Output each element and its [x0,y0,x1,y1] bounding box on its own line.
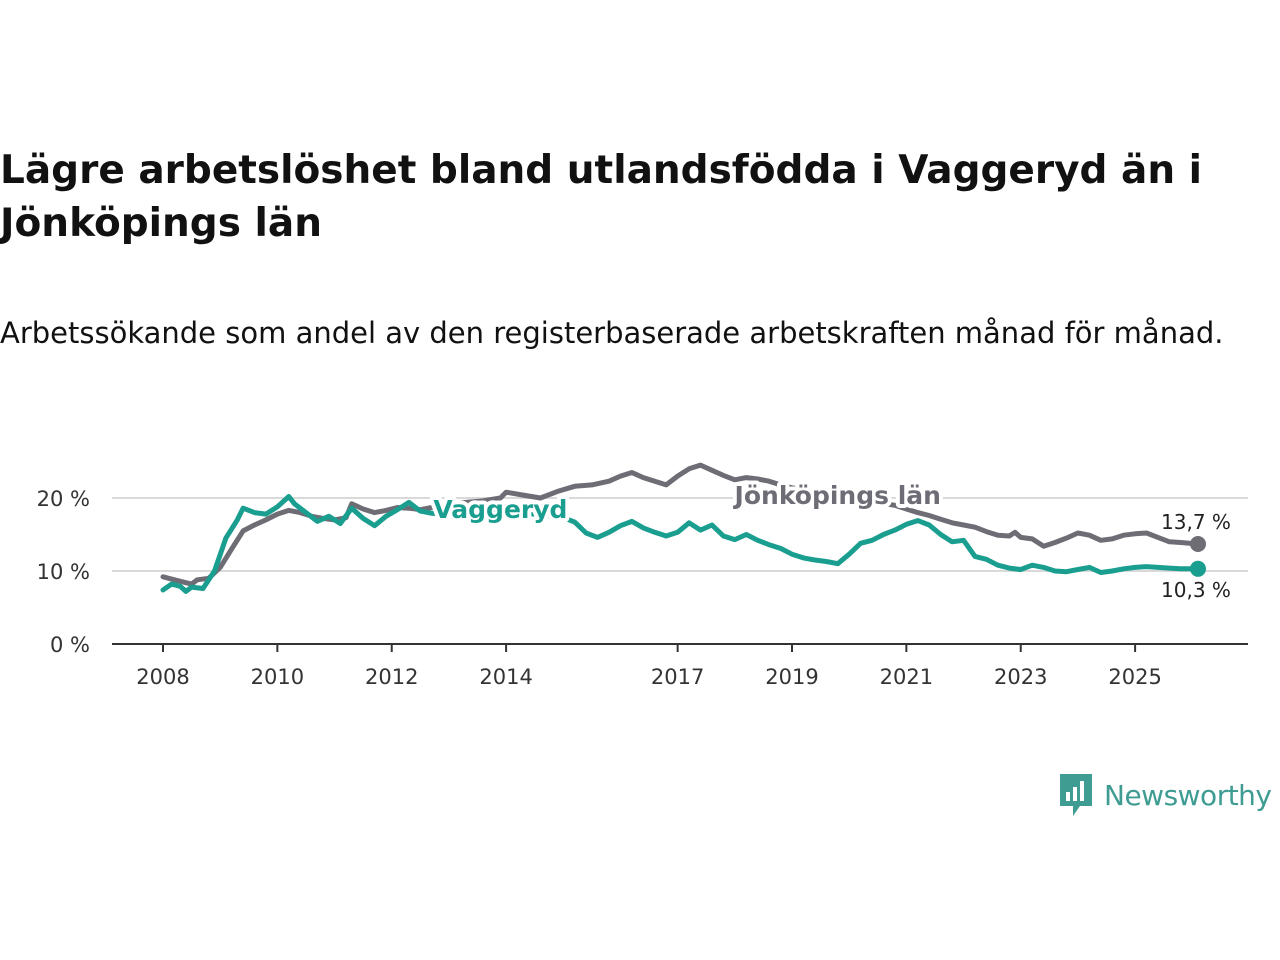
x-tick-label: 2017 [651,665,704,689]
x-tick-label: 2010 [251,665,304,689]
brand-name: Newsworthy [1104,778,1272,812]
newsworthy-logo-icon [1060,774,1092,816]
x-tick-label: 2019 [765,665,818,689]
y-tick-labels: 0 % 10 % 20 % [37,487,90,657]
newsworthy-logo: Newsworthy [1058,772,1272,818]
chart-title: Lägre arbetslöshet bland utlandsfödda i … [0,148,1203,246]
series-label-jonkopings-lan: Jönköpings län [733,481,941,510]
end-value-label-vaggeryd: 10,3 % [1161,578,1231,602]
x-tick-label: 2023 [994,665,1047,689]
series-line-vaggeryd [160,494,1201,594]
end-markers: 13,7 % 10,3 % [1161,510,1231,602]
end-point-vaggeryd [1190,560,1206,577]
x-tick-label: 2008 [136,665,189,689]
x-tick-labels: 2008 2010 2012 2014 2017 2019 2021 2023 2025 [136,665,1162,689]
chart-subtitle: Arbetssökande som andel av den registerb… [0,316,1224,350]
end-value-label-jonkopings-lan: 13,7 % [1161,510,1231,534]
x-axis [112,643,1248,652]
y-tick-label: 10 % [37,560,90,584]
series-label-vaggeryd: Vaggeryd [433,495,567,524]
x-tick-label: 2021 [880,665,933,689]
series-labels: Jönköpings län Vaggeryd [429,477,945,528]
x-tick-label: 2014 [479,665,532,689]
x-tick-label: 2025 [1108,665,1161,689]
end-point-jonkopings-lan [1190,535,1206,552]
series-lines [160,462,1201,594]
x-tick-label: 2012 [365,665,418,689]
y-tick-label: 0 % [50,633,90,657]
y-tick-label: 20 % [37,487,90,511]
